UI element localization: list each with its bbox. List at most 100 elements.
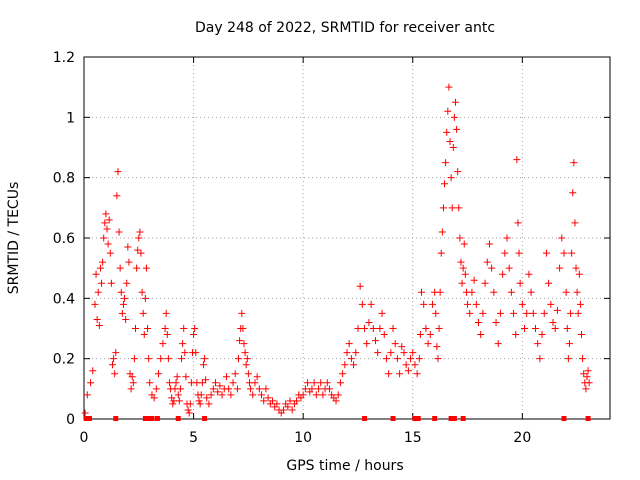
- data-point: [174, 391, 182, 399]
- data-point: [494, 340, 502, 348]
- baseline-flag: [451, 416, 457, 421]
- data-point: [424, 340, 432, 348]
- data-point: [152, 385, 160, 393]
- baseline-flag: [113, 416, 119, 421]
- data-point: [402, 361, 410, 369]
- data-point: [279, 406, 287, 414]
- data-point: [341, 361, 349, 369]
- data-point: [404, 367, 412, 375]
- data-point: [441, 180, 449, 188]
- y-tick-label: 0.8: [53, 171, 75, 187]
- data-point: [161, 325, 169, 332]
- y-tick-label: 1: [66, 110, 75, 126]
- data-point: [575, 270, 583, 278]
- data-point: [576, 300, 584, 308]
- data-point: [514, 219, 522, 227]
- grid-lines: [84, 57, 610, 419]
- data-point: [96, 264, 104, 272]
- baseline-flag: [585, 416, 591, 421]
- data-point: [350, 361, 358, 369]
- data-point: [191, 325, 199, 332]
- data-point: [582, 385, 590, 393]
- data-point: [81, 409, 89, 417]
- data-point: [455, 204, 463, 212]
- data-point: [264, 394, 272, 402]
- data-point: [458, 279, 466, 287]
- data-point: [558, 234, 566, 242]
- baseline-flag: [362, 416, 368, 421]
- data-point: [178, 355, 186, 363]
- data-point: [435, 325, 443, 332]
- data-point: [255, 385, 263, 393]
- data-point: [169, 400, 177, 408]
- data-point: [382, 355, 390, 363]
- data-point: [124, 243, 132, 251]
- data-point: [354, 325, 362, 332]
- data-point: [433, 343, 441, 351]
- data-point: [568, 249, 576, 257]
- data-point: [98, 279, 106, 287]
- data-point: [428, 300, 436, 308]
- data-point: [319, 391, 327, 399]
- data-point: [570, 159, 578, 167]
- data-point: [339, 370, 347, 378]
- data-point: [91, 300, 99, 308]
- data-point: [253, 373, 261, 381]
- data-point: [233, 385, 241, 393]
- data-point: [436, 288, 444, 296]
- baseline-flag: [460, 416, 466, 421]
- data-point: [251, 379, 259, 387]
- data-point: [332, 397, 340, 405]
- data-point: [564, 355, 572, 363]
- data-point: [580, 370, 588, 378]
- data-point: [556, 264, 564, 272]
- x-axis: 0 5 10 15 20: [80, 57, 531, 446]
- data-point: [258, 391, 266, 399]
- data-point: [163, 331, 171, 339]
- data-point: [507, 288, 515, 296]
- data-point: [529, 309, 537, 317]
- data-point: [101, 219, 109, 227]
- data-point: [227, 391, 235, 399]
- baseline-flag: [142, 416, 148, 421]
- data-point: [119, 300, 127, 308]
- data-point: [567, 309, 575, 317]
- data-point: [216, 382, 224, 390]
- data-point: [422, 325, 430, 332]
- data-point: [531, 325, 539, 332]
- data-point: [363, 340, 371, 348]
- data-point: [352, 349, 360, 357]
- data-point: [459, 264, 467, 272]
- data-point: [411, 361, 419, 369]
- data-point: [288, 406, 296, 414]
- data-point: [501, 249, 509, 257]
- data-point: [214, 388, 222, 396]
- data-point: [128, 373, 136, 381]
- data-point: [212, 379, 219, 387]
- data-point: [138, 288, 146, 296]
- data-point: [407, 355, 415, 363]
- data-point: [242, 361, 250, 369]
- data-point: [325, 385, 333, 393]
- data-point: [464, 300, 472, 308]
- data-point: [393, 355, 401, 363]
- data-point: [175, 397, 183, 405]
- data-point: [134, 246, 142, 254]
- data-point: [139, 309, 147, 317]
- data-point: [108, 361, 116, 369]
- data-point: [93, 315, 101, 323]
- data-point: [103, 225, 111, 233]
- data-point: [236, 337, 244, 345]
- data-point: [378, 309, 386, 317]
- data-point: [135, 234, 143, 242]
- data-point: [107, 279, 115, 287]
- data-point: [475, 318, 482, 326]
- data-point: [545, 279, 553, 287]
- data-point: [365, 318, 373, 326]
- data-point: [418, 288, 426, 296]
- data-point: [454, 168, 462, 176]
- data-point: [195, 397, 203, 405]
- data-point: [371, 337, 379, 345]
- data-point: [578, 331, 586, 339]
